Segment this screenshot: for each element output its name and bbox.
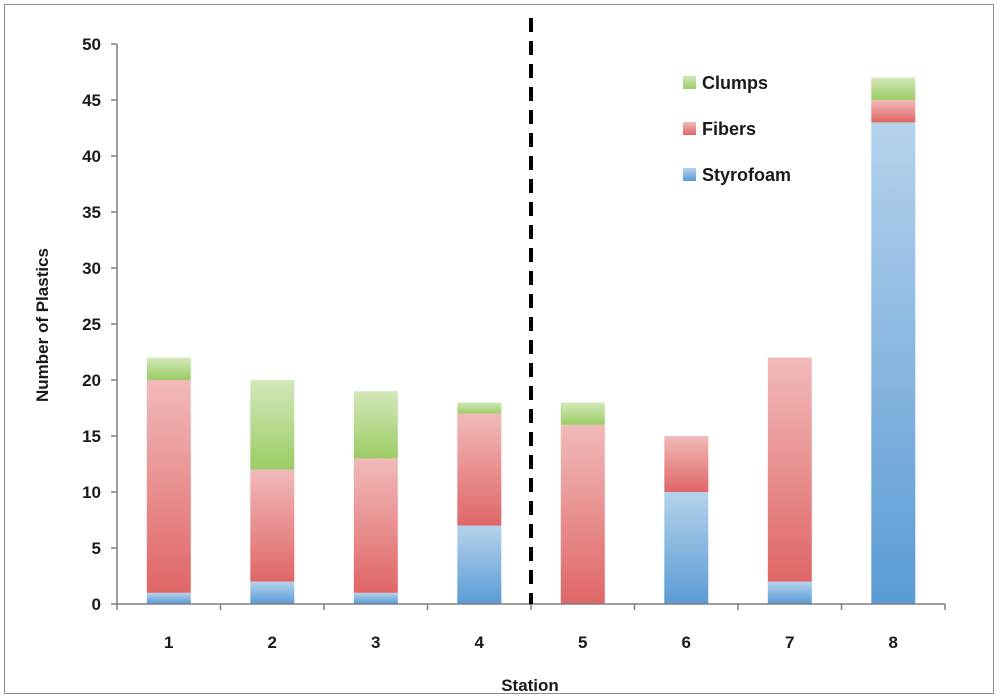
legend-label-clumps: Clumps bbox=[702, 73, 768, 93]
y-tick-label: 25 bbox=[82, 315, 101, 334]
y-tick-label: 45 bbox=[82, 91, 101, 110]
bar-segment-fibers-station-8 bbox=[871, 100, 916, 123]
x-tick-label: 3 bbox=[371, 633, 380, 652]
x-tick-label: 6 bbox=[682, 633, 691, 652]
y-tick-label: 10 bbox=[82, 483, 101, 502]
y-tick-label: 5 bbox=[92, 539, 101, 558]
x-tick-label: 1 bbox=[164, 633, 173, 652]
bar-segment-styrofoam-station-8 bbox=[871, 122, 916, 605]
bar-segment-clumps-station-8 bbox=[871, 77, 916, 100]
axes-layer bbox=[116, 18, 945, 605]
bar-segment-fibers-station-6 bbox=[664, 436, 709, 492]
bar-segment-styrofoam-station-4 bbox=[457, 525, 502, 604]
x-tick-label: 2 bbox=[268, 633, 277, 652]
bar-segment-clumps-station-5 bbox=[560, 402, 605, 425]
bars-layer bbox=[146, 77, 916, 605]
bar-segment-fibers-station-4 bbox=[457, 413, 502, 526]
legend-swatch-clumps bbox=[683, 76, 696, 89]
bar-segment-clumps-station-1 bbox=[146, 357, 191, 380]
bar-segment-styrofoam-station-7 bbox=[767, 581, 812, 604]
bar-segment-styrofoam-station-2 bbox=[250, 581, 295, 604]
bar-segment-styrofoam-station-1 bbox=[146, 592, 191, 604]
y-tick-label: 15 bbox=[82, 427, 101, 446]
y-axis-title: Number of Plastics bbox=[33, 248, 52, 402]
bar-segment-fibers-station-5 bbox=[560, 424, 605, 604]
bar-segment-fibers-station-1 bbox=[146, 380, 191, 593]
legend-label-styrofoam: Styrofoam bbox=[702, 165, 791, 185]
x-axis-title: Station bbox=[501, 676, 559, 695]
y-tick-label: 20 bbox=[82, 371, 101, 390]
legend-swatch-styrofoam bbox=[683, 168, 696, 181]
bar-segment-fibers-station-2 bbox=[250, 469, 295, 582]
bar-segment-fibers-station-3 bbox=[353, 458, 398, 593]
y-tick-label: 50 bbox=[82, 35, 101, 54]
bar-segment-styrofoam-station-3 bbox=[353, 592, 398, 604]
x-tick-label: 8 bbox=[889, 633, 898, 652]
bar-segment-clumps-station-4 bbox=[457, 402, 502, 414]
legend: Clumps Fibers Styrofoam bbox=[683, 73, 791, 185]
x-tick-label: 4 bbox=[475, 633, 485, 652]
legend-label-fibers: Fibers bbox=[702, 119, 756, 139]
bar-segment-fibers-station-7 bbox=[767, 357, 812, 582]
bar-segment-styrofoam-station-6 bbox=[664, 492, 709, 604]
y-tick-label: 35 bbox=[82, 203, 101, 222]
y-tick-label: 0 bbox=[92, 595, 101, 614]
bar-segment-clumps-station-3 bbox=[353, 391, 398, 459]
y-tick-label: 40 bbox=[82, 147, 101, 166]
y-tick-label: 30 bbox=[82, 259, 101, 278]
bar-segment-clumps-station-2 bbox=[250, 380, 295, 470]
legend-swatch-fibers bbox=[683, 122, 696, 135]
x-tick-label: 7 bbox=[785, 633, 794, 652]
x-tick-label: 5 bbox=[578, 633, 587, 652]
